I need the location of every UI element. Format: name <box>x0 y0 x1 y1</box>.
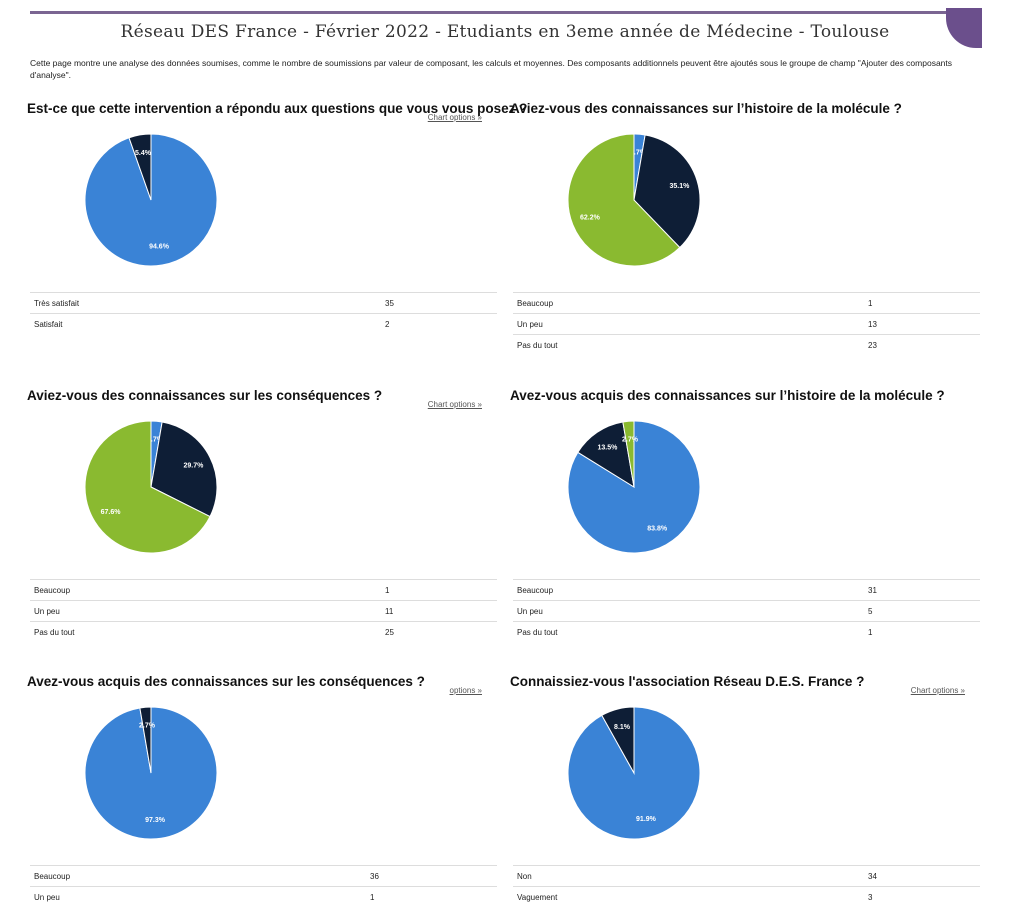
table-row: Un peu 1 <box>30 886 497 907</box>
row-label: Satisfait <box>34 320 63 329</box>
row-label: Pas du tout <box>517 628 558 637</box>
table-row: Beaucoup 31 <box>513 579 980 600</box>
slice-label: 67.6% <box>101 509 122 516</box>
chart-title: Avez-vous acquis des connaissances sur l… <box>510 388 945 403</box>
table-row: Un peu 5 <box>513 600 980 621</box>
slice-label: 2.7% <box>139 722 156 729</box>
pie-slice <box>622 420 635 488</box>
page-title: Réseau DES France - Février 2022 - Etudi… <box>120 22 890 42</box>
slice-label: 2.7% <box>147 436 164 443</box>
chart-options-link[interactable]: Chart options » <box>427 113 482 122</box>
top-bar <box>30 11 980 14</box>
slice-label: 94.6% <box>149 244 170 251</box>
row-label: Pas du tout <box>517 341 558 350</box>
row-label: Beaucoup <box>34 872 71 881</box>
slice-label: 5.4% <box>135 150 152 157</box>
slice-label: 8.1% <box>614 724 631 731</box>
chart-title: Est-ce que cette intervention a répondu … <box>27 101 528 116</box>
table-row: Non 34 <box>513 865 980 886</box>
slice-label: 13.5% <box>597 444 618 451</box>
row-label: Beaucoup <box>34 586 71 595</box>
slice-label: 97.3% <box>145 817 166 824</box>
pie-slice <box>567 133 681 267</box>
row-count: 23 <box>868 341 877 350</box>
row-count: 1 <box>370 893 375 902</box>
row-count: 3 <box>868 893 873 902</box>
table-row: Vaguement 3 <box>513 886 980 907</box>
row-label: Beaucoup <box>517 586 554 595</box>
row-count: 35 <box>385 299 394 308</box>
row-count: 5 <box>868 607 873 616</box>
table-row: Un peu 13 <box>513 313 980 334</box>
row-count: 11 <box>385 607 394 616</box>
table-row: Pas du tout 23 <box>513 334 980 355</box>
row-count: 31 <box>868 586 877 595</box>
pie-slice <box>84 420 211 554</box>
row-label: Un peu <box>34 607 60 616</box>
table-row: Beaucoup 1 <box>30 579 497 600</box>
row-count: 1 <box>868 628 873 637</box>
slice-label: 35.1% <box>669 183 690 190</box>
row-label: Non <box>517 872 532 881</box>
pie-slice <box>128 133 152 201</box>
row-count: 34 <box>868 872 877 881</box>
table-row: Pas du tout 1 <box>513 621 980 642</box>
row-count: 2 <box>385 320 390 329</box>
row-count: 25 <box>385 628 394 637</box>
chart-options-link[interactable]: options » <box>449 686 482 695</box>
chart-title: Aviez-vous des connaissances sur l’histo… <box>510 101 902 116</box>
chart-title: Connaissiez-vous l'association Réseau D.… <box>510 674 865 689</box>
row-label: Très satisfait <box>34 299 80 308</box>
table-row: Très satisfait 35 <box>30 292 497 313</box>
slice-label: 91.9% <box>636 816 657 823</box>
table-row: Beaucoup 36 <box>30 865 497 886</box>
row-count: 36 <box>370 872 379 881</box>
slice-label: 83.8% <box>647 525 668 532</box>
chart-title: Avez-vous acquis des connaissances sur l… <box>27 674 425 689</box>
intro-text: Cette page montre une analyse des donnée… <box>30 58 953 80</box>
chart-title: Aviez-vous des connaissances sur les con… <box>27 388 383 403</box>
row-count: 1 <box>385 586 390 595</box>
row-label: Beaucoup <box>517 299 554 308</box>
chart-options-link[interactable]: Chart options » <box>427 400 482 409</box>
row-label: Un peu <box>517 320 543 329</box>
chart-options-link[interactable]: Chart options » <box>910 686 965 695</box>
slice-label: 2.7% <box>622 436 639 443</box>
pie-slice <box>633 134 701 249</box>
table-row: Beaucoup 1 <box>513 292 980 313</box>
row-label: Un peu <box>517 607 543 616</box>
slice-label: 62.2% <box>580 215 601 222</box>
slice-label: 29.7% <box>183 462 204 469</box>
row-label: Vaguement <box>517 893 558 902</box>
table-row: Satisfait 2 <box>30 313 497 334</box>
row-count: 1 <box>868 299 873 308</box>
row-label: Pas du tout <box>34 628 75 637</box>
slice-label: 2.7% <box>630 149 647 156</box>
table-row: Un peu 11 <box>30 600 497 621</box>
row-count: 13 <box>868 320 877 329</box>
row-label: Un peu <box>34 893 60 902</box>
pie-slice <box>150 421 218 518</box>
table-row: Pas du tout 25 <box>30 621 497 642</box>
pie-slice <box>601 706 635 775</box>
pie-slice <box>577 421 635 489</box>
pie-slice <box>139 706 152 774</box>
